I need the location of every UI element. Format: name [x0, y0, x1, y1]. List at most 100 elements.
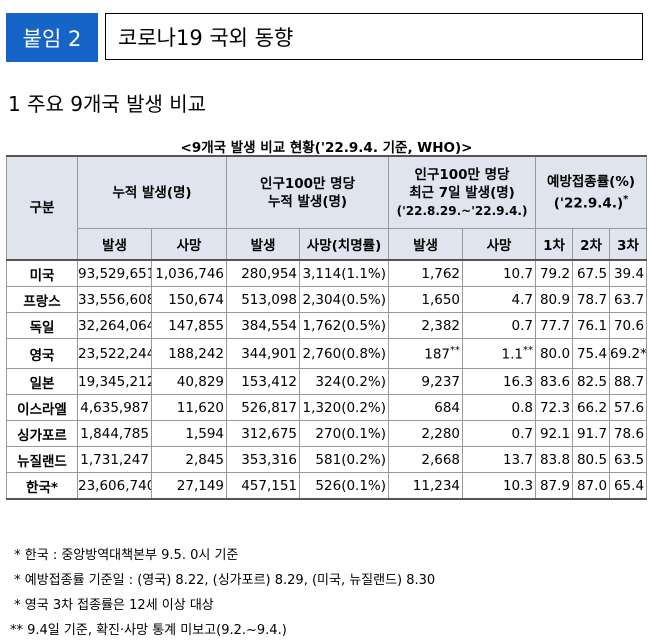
week-deaths: 0.8	[462, 394, 537, 421]
week-deaths: 0.7	[462, 312, 537, 339]
vax-dose1: 83.8	[535, 446, 574, 473]
pm-deaths: 526(0.1%)	[299, 472, 390, 500]
footnote-marker: **	[450, 344, 461, 356]
vax-dose1: 80.9	[535, 286, 574, 313]
vax-dose3: 63.7	[609, 286, 648, 313]
subheader-7d-cases: 발생	[388, 228, 464, 261]
week-cases: 2,668	[388, 446, 464, 473]
pm-deaths: 581(0.2%)	[299, 446, 390, 473]
country-name: 미국	[6, 259, 78, 287]
comparison-table: 구분 누적 발생(명) 인구100만 명당 누적 발생(명) 인구100만 명당…	[6, 155, 648, 500]
pm-cases: 153,412	[226, 368, 301, 395]
vax-dose2: 66.2	[572, 394, 611, 421]
vax-dose2: 91.7	[572, 420, 611, 447]
vax-dose2: 82.5	[572, 368, 611, 395]
vax-dose3: 70.6	[609, 312, 648, 339]
table-row-new-zealand: 뉴질랜드 1,731,247 2,845 353,316 581(0.2%) 2…	[6, 446, 648, 473]
footnote: * 영국 3차 접종률은 12세 이상 대상	[10, 598, 214, 613]
week-cases: 187**	[388, 338, 464, 369]
country-name: 영국	[6, 338, 78, 369]
footnotes: * 한국 : 중앙방역대책본부 9.5. 0시 기준 * 예방접종률 기준일 :…	[10, 543, 435, 643]
country-name: 프랑스	[6, 286, 78, 313]
country-name: 싱가포르	[6, 420, 78, 447]
footnote: * 한국 : 중앙방역대책본부 9.5. 0시 기준	[10, 548, 239, 563]
vax-dose1: 72.3	[535, 394, 574, 421]
cum-cases: 23,522,244	[77, 338, 152, 369]
cum-deaths: 27,149	[150, 472, 228, 500]
vax-dose1: 77.7	[535, 312, 574, 339]
subheader-deaths: 사망	[150, 228, 228, 261]
pm-cases: 280,954	[226, 259, 301, 287]
week-deaths: 10.7	[462, 259, 537, 287]
pm-deaths: 324(0.2%)	[299, 368, 390, 395]
table-row-germany: 독일 32,264,064 147,855 384,554 1,762(0.5%…	[6, 312, 648, 339]
week-cases: 1,762	[388, 259, 464, 287]
attachment-badge: 붙임 2	[6, 13, 98, 62]
week-cases: 2,382	[388, 312, 464, 339]
week-cases: 2,280	[388, 420, 464, 447]
week-deaths: 10.3	[462, 472, 537, 500]
header-vaccination: 예방접종률(%) ('22.9.4.)*	[535, 155, 648, 229]
header: 붙임 2 코로나19 국외 동향	[6, 13, 646, 62]
vax-dose3: 78.6	[609, 420, 648, 447]
subheader-7d-deaths: 사망	[462, 228, 537, 261]
cum-deaths: 1,594	[150, 420, 228, 447]
vax-dose1: 83.6	[535, 368, 574, 395]
vax-dose3: 39.4	[609, 259, 648, 287]
week-cases: 684	[388, 394, 464, 421]
pm-cases: 384,554	[226, 312, 301, 339]
vax-dose2: 78.7	[572, 286, 611, 313]
pm-deaths: 1,762(0.5%)	[299, 312, 390, 339]
week-cases: 11,234	[388, 472, 464, 500]
cum-deaths: 40,829	[150, 368, 228, 395]
week-deaths: 0.7	[462, 420, 537, 447]
pm-cases: 513,098	[226, 286, 301, 313]
pm-deaths: 2,760(0.8%)	[299, 338, 390, 369]
subheader-dose3: 3차	[609, 228, 648, 261]
cum-cases: 33,556,608	[77, 286, 152, 313]
cum-cases: 4,635,987	[77, 394, 152, 421]
subheader-pm-deaths: 사망(치명률)	[299, 228, 390, 261]
pm-cases: 344,901	[226, 338, 301, 369]
vax-dose2: 76.1	[572, 312, 611, 339]
country-name: 뉴질랜드	[6, 446, 78, 473]
header-country: 구분	[6, 155, 78, 261]
vax-dose2: 75.4	[572, 338, 611, 369]
week-deaths: 13.7	[462, 446, 537, 473]
week-cases: 9,237	[388, 368, 464, 395]
table-row-korea: 한국* 23,606,740 27,149 457,151 526(0.1%) …	[6, 472, 648, 500]
vax-dose2: 67.5	[572, 259, 611, 287]
pm-deaths: 270(0.1%)	[299, 420, 390, 447]
cum-cases: 32,264,064	[77, 312, 152, 339]
vax-dose1: 87.9	[535, 472, 574, 500]
pm-cases: 457,151	[226, 472, 301, 500]
table-row-uk: 영국 23,522,244 188,242 344,901 2,760(0.8%…	[6, 338, 648, 369]
week-cases: 1,650	[388, 286, 464, 313]
cum-cases: 23,606,740	[77, 472, 152, 500]
footnote: ** 9.4일 기준, 확진·사망 통계 미보고(9.2.~9.4.)	[10, 623, 287, 638]
cum-deaths: 150,674	[150, 286, 228, 313]
vax-dose2: 80.5	[572, 446, 611, 473]
section-heading: 1 주요 9개국 발생 비교	[8, 92, 207, 116]
vax-dose1: 92.1	[535, 420, 574, 447]
vax-dose3: 69.2*	[609, 338, 648, 369]
country-name: 이스라엘	[6, 394, 78, 421]
pm-deaths: 1,320(0.2%)	[299, 394, 390, 421]
cum-cases: 93,529,651	[77, 259, 152, 287]
header-per-million-7day: 인구100만 명당 최근 7일 발생(명) ('22.8.29.~'22.9.4…	[388, 155, 537, 229]
subheader-pm-cases: 발생	[226, 228, 301, 261]
subheader-dose2: 2차	[572, 228, 611, 261]
pm-deaths: 3,114(1.1%)	[299, 259, 390, 287]
cum-cases: 1,731,247	[77, 446, 152, 473]
cum-deaths: 11,620	[150, 394, 228, 421]
header-cumulative: 누적 발생(명)	[76, 155, 228, 229]
week-deaths: 4.7	[462, 286, 537, 313]
vax-dose2: 87.0	[572, 472, 611, 500]
document-title: 코로나19 국외 동향	[105, 13, 643, 60]
cum-deaths: 147,855	[150, 312, 228, 339]
vax-dose3: 57.6	[609, 394, 648, 421]
week-deaths: 16.3	[462, 368, 537, 395]
subheader-cases: 발생	[77, 228, 152, 261]
country-name: 일본	[6, 368, 78, 395]
country-name: 한국*	[6, 472, 78, 500]
